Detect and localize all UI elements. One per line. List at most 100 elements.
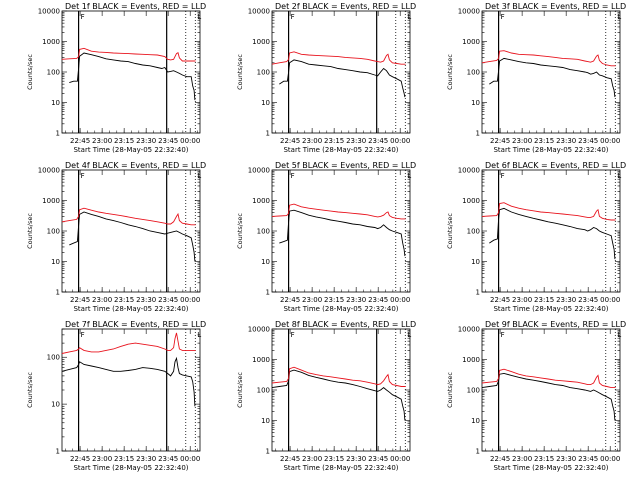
y-tick-label: 1 <box>266 289 270 297</box>
panel-det-3: Det 3f BLACK = Events, RED = LLD 1 10 100 10… <box>446 2 626 154</box>
series-line-events <box>489 207 616 260</box>
x-tick-label: 23:30 <box>346 137 366 145</box>
x-tick-label: 23:00 <box>302 296 322 304</box>
plot-frame <box>61 10 201 134</box>
y-tick-label: 100 <box>47 228 60 236</box>
x-tick-label: 23:00 <box>512 296 532 304</box>
x-tick-label: 23:45 <box>158 455 178 463</box>
x-tick-label: 23:30 <box>136 137 156 145</box>
series-line-events <box>69 211 196 262</box>
y-axis-label: Counts/sec <box>446 213 454 249</box>
x-tick-label: 22:45 <box>280 137 300 145</box>
series-line-lld <box>61 332 196 354</box>
marker-l: L <box>197 331 201 339</box>
x-tick-label: 23:30 <box>346 296 366 304</box>
panel-det-7: Det 7f BLACK = Events, RED = LLD 1 10 100 Co… <box>26 320 206 472</box>
x-tick-label: 23:15 <box>324 455 344 463</box>
series-line-events <box>279 59 406 98</box>
x-tick-label: 23:45 <box>368 296 388 304</box>
panel-title: Det 8f BLACK = Events, RED = LLD <box>275 320 416 329</box>
x-tick-label: 00:00 <box>390 296 410 304</box>
panel-det-9: Det 9f BLACK = Events, RED = LLD 1 10 100 10… <box>446 320 626 472</box>
x-tick-label: 23:30 <box>556 455 576 463</box>
x-tick-label: 23:30 <box>136 296 156 304</box>
x-tick-label: 23:15 <box>534 455 554 463</box>
panel-det-4: Det 4f BLACK = Events, RED = LLD 1 10 100 10… <box>26 161 206 313</box>
y-tick-label: 10 <box>261 417 270 425</box>
x-tick-label: 23:45 <box>368 137 388 145</box>
series-line-events <box>271 369 406 421</box>
series-line-lld <box>271 51 406 65</box>
y-tick-label: 1000 <box>462 356 480 364</box>
panel-det-6: Det 6f BLACK = Events, RED = LLD 1 10 100 10… <box>446 161 626 313</box>
y-axis-label: Counts/sec <box>236 213 244 249</box>
y-axis-label: Counts/sec <box>236 54 244 90</box>
marker-f: F <box>291 172 295 180</box>
x-tick-label: 23:15 <box>534 137 554 145</box>
x-tick-label: 22:45 <box>70 296 90 304</box>
x-tick-label: 23:00 <box>302 137 322 145</box>
x-tick-label: 22:45 <box>70 137 90 145</box>
panel-det-2: Det 2f BLACK = Events, RED = LLD 1 10 100 10… <box>236 2 416 154</box>
x-tick-label: 23:15 <box>114 296 134 304</box>
y-tick-label: 1000 <box>252 38 270 46</box>
x-tick-label: 22:45 <box>490 455 510 463</box>
plot-frame <box>271 10 411 134</box>
y-axis-label: Counts/sec <box>236 372 244 408</box>
x-tick-label: 23:00 <box>302 455 322 463</box>
y-tick-label: 100 <box>467 69 480 77</box>
x-tick-label: 00:00 <box>180 296 200 304</box>
plot-frame <box>271 169 411 293</box>
y-tick-label: 100 <box>467 387 480 395</box>
x-tick-label: 23:15 <box>324 296 344 304</box>
x-tick-label: 23:00 <box>92 137 112 145</box>
x-tick-label: 22:45 <box>280 296 300 304</box>
y-tick-label: 10 <box>471 417 480 425</box>
y-axis-label: Counts/sec <box>26 213 34 249</box>
panel-title: Det 5f BLACK = Events, RED = LLD <box>275 161 416 170</box>
y-tick-label: 100 <box>257 69 270 77</box>
panel-det-5: Det 5f BLACK = Events, RED = LLD 1 10 100 10… <box>236 161 416 313</box>
series-line-lld <box>481 50 616 67</box>
x-axis-label: Start Time (28-May-05 22:32:40) <box>73 146 188 154</box>
y-axis-label: Counts/sec <box>26 54 34 90</box>
x-tick-label: 23:45 <box>578 296 598 304</box>
x-tick-label: 00:00 <box>180 137 200 145</box>
y-tick-label: 10000 <box>458 326 480 334</box>
panel-det-1: Det 1f BLACK = Events, RED = LLD 1 10 100 10… <box>26 2 206 154</box>
x-tick-label: 23:00 <box>512 455 532 463</box>
y-tick-label: 1 <box>476 130 480 138</box>
marker-l: L <box>617 13 621 21</box>
x-tick-label: 22:45 <box>490 296 510 304</box>
x-tick-label: 00:00 <box>390 137 410 145</box>
y-tick-label: 10 <box>51 401 60 409</box>
y-tick-label: 10000 <box>38 8 60 16</box>
x-tick-label: 23:30 <box>556 137 576 145</box>
marker-l: L <box>407 331 411 339</box>
series-line-lld <box>481 368 616 389</box>
y-tick-label: 1000 <box>42 197 60 205</box>
series-line-lld <box>271 203 406 220</box>
x-tick-label: 22:45 <box>70 455 90 463</box>
marker-l: L <box>197 172 201 180</box>
x-tick-label: 23:15 <box>534 296 554 304</box>
y-tick-label: 100 <box>47 69 60 77</box>
marker-f: F <box>501 172 505 180</box>
series-line-lld <box>61 47 196 62</box>
x-tick-label: 23:45 <box>158 137 178 145</box>
x-tick-label: 00:00 <box>600 137 620 145</box>
y-tick-label: 1 <box>266 130 270 138</box>
marker-f: F <box>501 331 505 339</box>
x-axis-label: Start Time (28-May-05 22:32:40) <box>283 305 398 313</box>
x-tick-label: 23:45 <box>368 455 388 463</box>
x-tick-label: 22:45 <box>280 455 300 463</box>
x-axis-label: Start Time (28-May-05 22:32:40) <box>493 464 608 472</box>
x-axis-label: Start Time (28-May-05 22:32:40) <box>493 305 608 313</box>
marker-f: F <box>501 13 505 21</box>
marker-l: L <box>617 331 621 339</box>
y-tick-label: 1000 <box>462 38 480 46</box>
y-tick-label: 1 <box>56 130 60 138</box>
series-line-events <box>481 372 616 421</box>
y-tick-label: 10000 <box>248 167 270 175</box>
